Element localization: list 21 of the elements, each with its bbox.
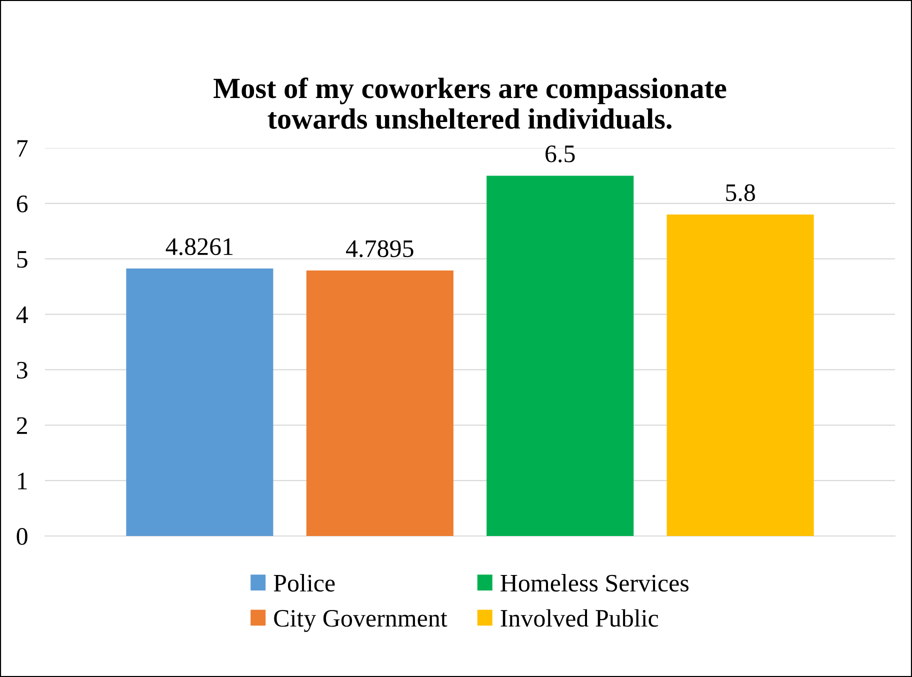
data-label: 5.8 (726, 184, 755, 202)
legend-label: Homeless Services (500, 574, 688, 592)
bar (666, 214, 814, 536)
data-label: 4.8261 (166, 238, 233, 256)
y-tick-label: 2 (16, 417, 27, 434)
y-tick-label: 0 (16, 528, 28, 545)
y-tick-label: 5 (17, 251, 28, 268)
bar (126, 268, 274, 536)
data-label: 4.7895 (346, 240, 414, 258)
y-tick-label: 1 (18, 472, 27, 490)
y-tick-label: 7 (17, 140, 28, 157)
chart-title: Most of my coworkers are compassionate towards unsheltered individuals. (214, 77, 726, 129)
y-tick-label: 4 (16, 306, 28, 323)
legend-label: Involved Public (500, 609, 658, 627)
bar (486, 176, 634, 536)
legend-label: City Government (274, 610, 448, 632)
y-tick-label: 3 (17, 362, 28, 379)
y-tick-label: 6 (16, 196, 28, 212)
bar (306, 270, 454, 536)
data-label: 6.5 (546, 146, 575, 162)
legend-label: Police (274, 574, 335, 592)
